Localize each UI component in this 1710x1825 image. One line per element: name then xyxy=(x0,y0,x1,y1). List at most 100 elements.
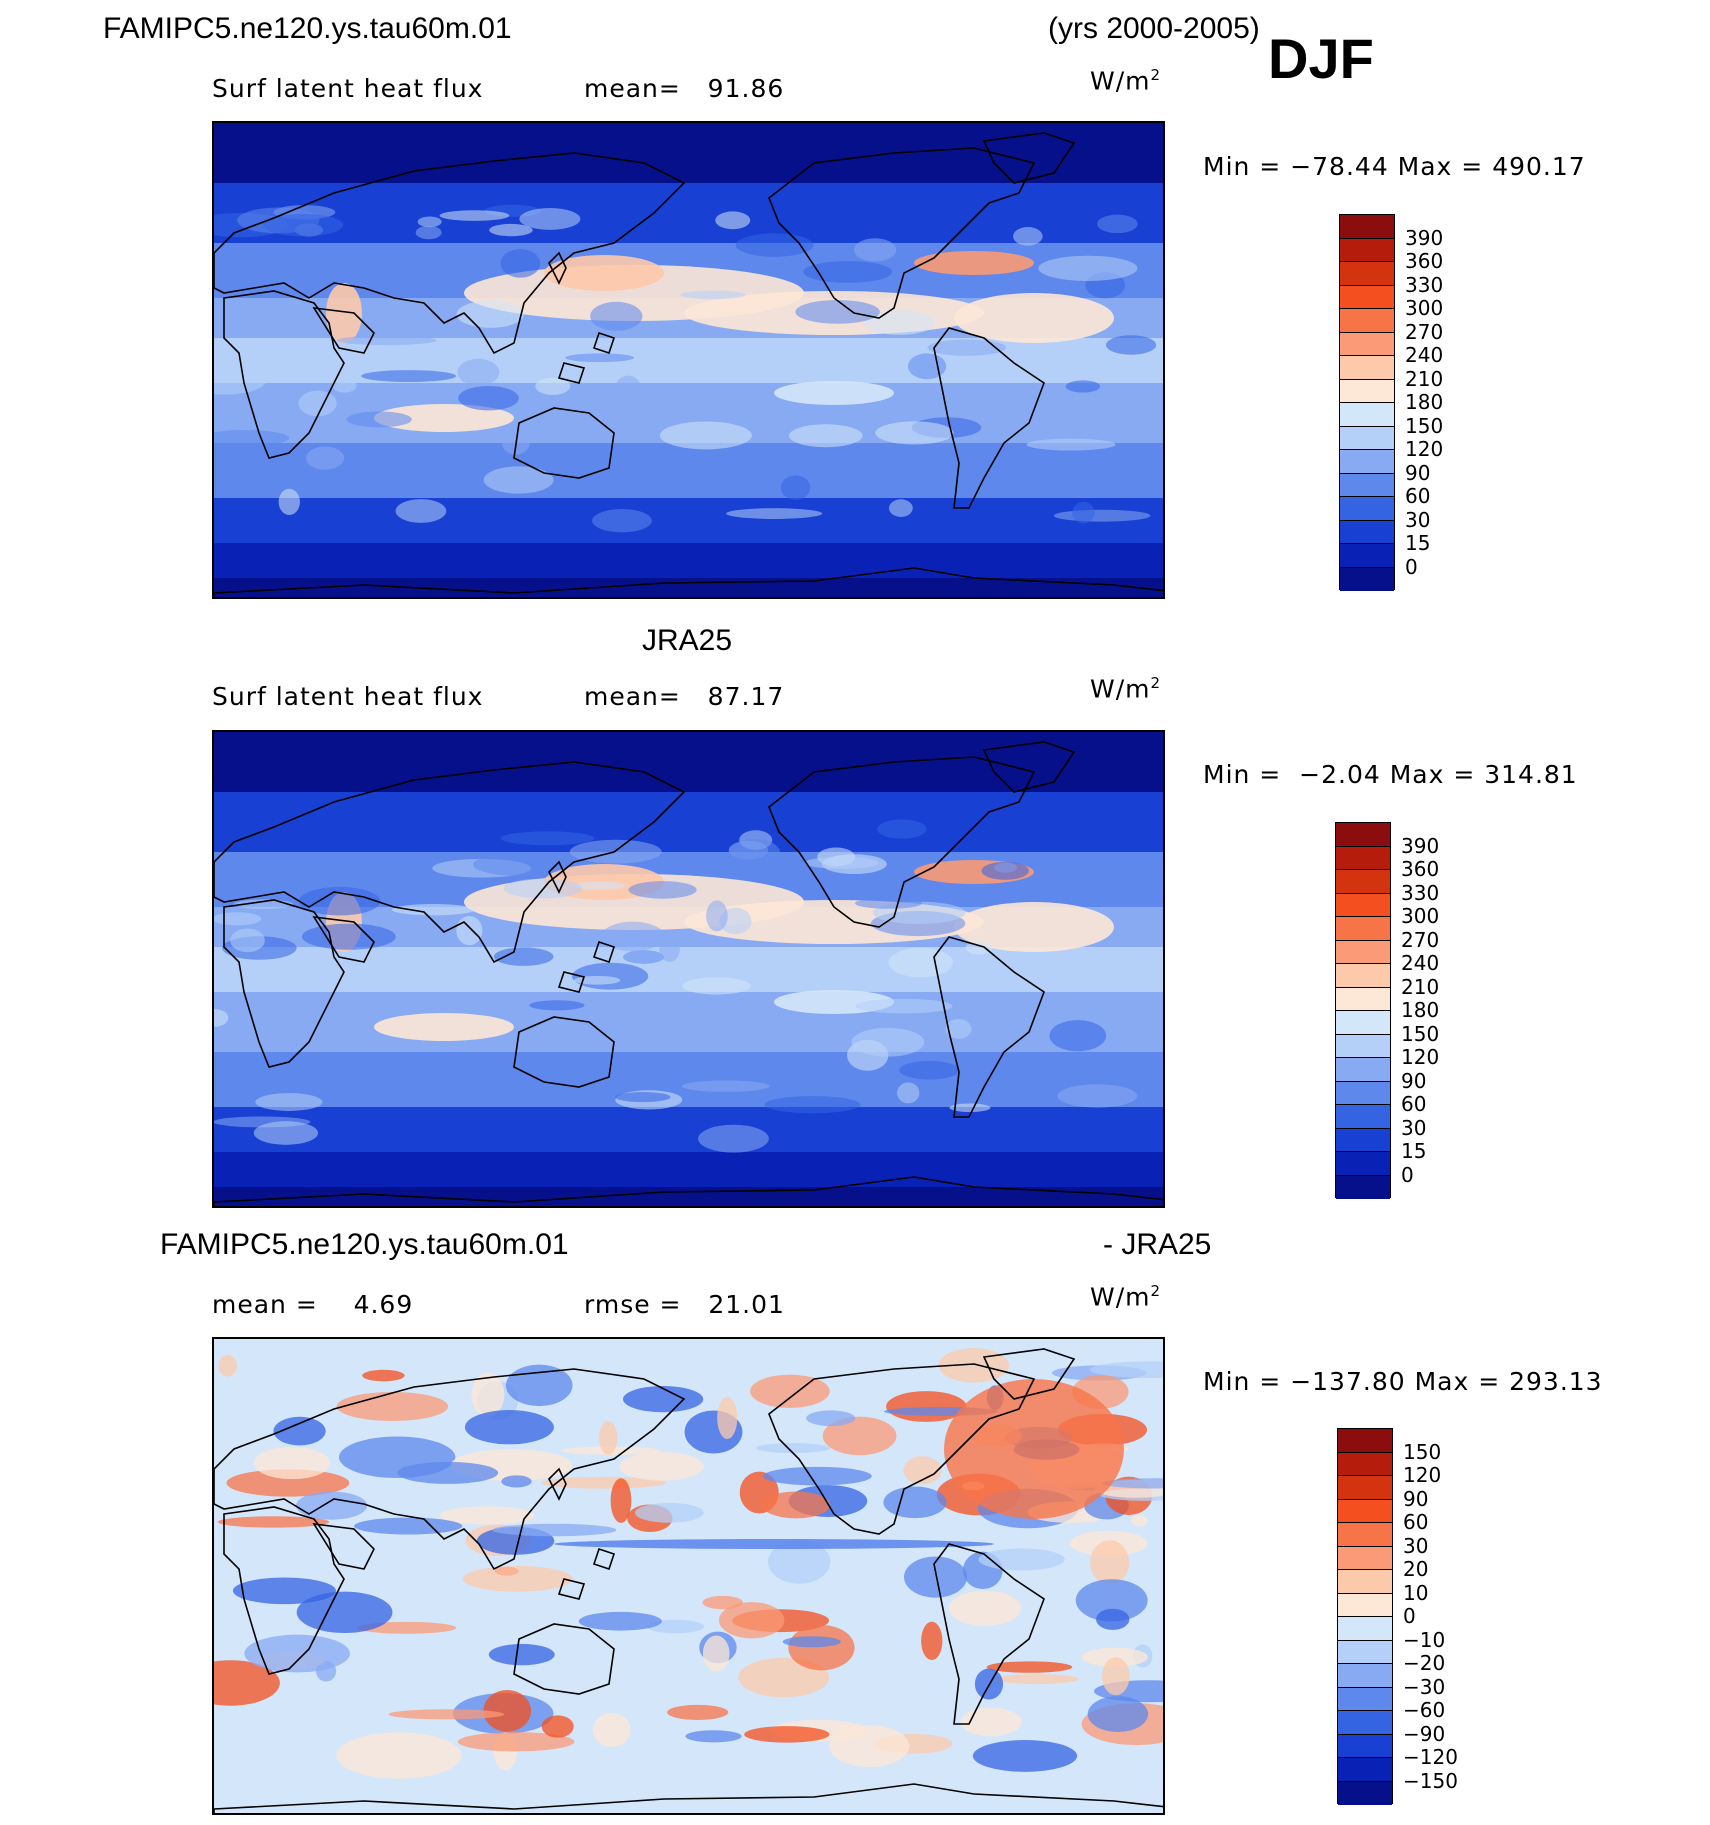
colorbar-tick-label: 390 xyxy=(1401,833,1440,858)
colorbar-tick-label: −150 xyxy=(1403,1768,1458,1793)
colorbar-tick-label: 240 xyxy=(1405,343,1444,367)
colorbar-tick-label: 120 xyxy=(1405,437,1444,461)
colorbar-swatch xyxy=(1340,356,1394,380)
panel1-mean: mean= 91.86 xyxy=(584,74,785,103)
colorbar-swatch xyxy=(1340,215,1394,239)
colorbar-swatch xyxy=(1340,450,1394,474)
colorbar-swatch xyxy=(1338,1664,1392,1688)
map-field xyxy=(214,123,1163,597)
colorbar-tick-label: 60 xyxy=(1405,484,1431,508)
panel1-variable: Surf latent heat flux xyxy=(212,74,484,103)
panel3-map xyxy=(212,1337,1165,1815)
panel2-minmax: Min = −2.04 Max = 314.81 xyxy=(1203,760,1578,789)
colorbar-tick-label: 60 xyxy=(1403,1510,1429,1534)
colorbar-swatch xyxy=(1336,1058,1390,1082)
colorbar-swatch xyxy=(1338,1617,1392,1641)
colorbar-swatch xyxy=(1336,1128,1390,1152)
colorbar-tick-label: 0 xyxy=(1401,1162,1414,1187)
colorbar-tick-label: −120 xyxy=(1403,1745,1458,1769)
colorbar-swatch xyxy=(1336,1081,1390,1105)
colorbar-swatch xyxy=(1336,940,1390,964)
colorbar-swatch xyxy=(1336,1175,1390,1199)
colorbar-tick-label: 30 xyxy=(1403,1533,1429,1558)
map-field xyxy=(214,732,1163,1206)
panel3-minmax: Min = −137.80 Max = 293.13 xyxy=(1203,1367,1603,1396)
panel2-units: W/m2 xyxy=(1090,674,1162,704)
panel1-colorbar xyxy=(1339,214,1395,591)
colorbar-tick-label: −30 xyxy=(1403,1674,1446,1699)
panel1-map xyxy=(212,121,1165,599)
colorbar-tick-label: 120 xyxy=(1401,1045,1440,1069)
case-title: FAMIPC5.ne120.ys.tau60m.01 xyxy=(103,12,512,45)
colorbar-swatch xyxy=(1336,1011,1390,1035)
colorbar-swatch xyxy=(1338,1476,1392,1500)
panel3-mean: mean = 4.69 xyxy=(212,1290,414,1319)
colorbar-swatch xyxy=(1336,1105,1390,1129)
colorbar-tick-label: 270 xyxy=(1405,319,1444,344)
panel1-units: W/m2 xyxy=(1090,66,1162,96)
colorbar-tick-label: 300 xyxy=(1405,296,1444,320)
panel2-title: JRA25 xyxy=(642,624,733,657)
colorbar-swatch xyxy=(1340,544,1394,568)
colorbar-swatch xyxy=(1340,520,1394,544)
colorbar-swatch xyxy=(1340,309,1394,333)
colorbar-swatch xyxy=(1338,1593,1392,1617)
colorbar-swatch xyxy=(1338,1570,1392,1594)
colorbar-swatch xyxy=(1338,1523,1392,1547)
colorbar-swatch xyxy=(1336,987,1390,1011)
colorbar-tick-label: 330 xyxy=(1401,880,1440,905)
panel2-map xyxy=(212,730,1165,1208)
season-label: DJF xyxy=(1268,27,1374,90)
colorbar-swatch xyxy=(1336,917,1390,941)
colorbar-tick-label: 360 xyxy=(1405,249,1444,273)
colorbar-tick-label: 0 xyxy=(1405,554,1418,579)
colorbar-swatch xyxy=(1340,332,1394,356)
colorbar-swatch xyxy=(1338,1546,1392,1570)
panel3-rmse: rmse = 21.01 xyxy=(584,1290,785,1319)
colorbar-swatch xyxy=(1336,870,1390,894)
colorbar-tick-label: 15 xyxy=(1405,531,1431,555)
colorbar-swatch xyxy=(1338,1687,1392,1711)
colorbar-tick-label: 150 xyxy=(1403,1439,1442,1464)
colorbar-swatch xyxy=(1338,1499,1392,1523)
panel3-title-right: - JRA25 xyxy=(1103,1228,1212,1261)
colorbar-swatch xyxy=(1338,1758,1392,1782)
colorbar-swatch xyxy=(1336,964,1390,988)
colorbar-swatch xyxy=(1336,1034,1390,1058)
colorbar-swatch xyxy=(1338,1640,1392,1664)
years-label: (yrs 2000-2005) xyxy=(1048,12,1260,45)
colorbar-tick-label: 360 xyxy=(1401,857,1440,881)
colorbar-swatch xyxy=(1340,285,1394,309)
colorbar-swatch xyxy=(1340,403,1394,427)
panel2-variable: Surf latent heat flux xyxy=(212,682,484,711)
panel2-mean: mean= 87.17 xyxy=(584,682,785,711)
panel2-colorbar xyxy=(1335,822,1391,1199)
colorbar-swatch xyxy=(1340,426,1394,450)
colorbar-swatch xyxy=(1338,1711,1392,1735)
colorbar-swatch xyxy=(1340,262,1394,286)
colorbar-tick-label: 120 xyxy=(1403,1463,1442,1487)
colorbar-tick-label: −10 xyxy=(1403,1627,1446,1652)
colorbar-tick-label: 30 xyxy=(1405,507,1431,532)
colorbar-tick-label: −60 xyxy=(1403,1698,1446,1722)
colorbar-swatch xyxy=(1336,1152,1390,1176)
colorbar-swatch xyxy=(1340,238,1394,262)
colorbar-tick-label: 300 xyxy=(1401,904,1440,928)
colorbar-tick-label: 90 xyxy=(1403,1486,1429,1511)
colorbar-swatch xyxy=(1340,473,1394,497)
colorbar-swatch xyxy=(1340,379,1394,403)
colorbar-tick-label: 90 xyxy=(1401,1068,1427,1093)
colorbar-swatch xyxy=(1338,1429,1392,1453)
colorbar-swatch xyxy=(1340,497,1394,521)
colorbar-swatch xyxy=(1336,823,1390,847)
colorbar-tick-label: −20 xyxy=(1403,1651,1446,1675)
colorbar-tick-label: 210 xyxy=(1401,974,1440,999)
colorbar-swatch xyxy=(1338,1734,1392,1758)
colorbar-tick-label: 15 xyxy=(1401,1139,1427,1163)
panel3-colorbar xyxy=(1337,1428,1393,1805)
colorbar-swatch xyxy=(1336,846,1390,870)
colorbar-tick-label: 20 xyxy=(1403,1557,1429,1581)
colorbar-tick-label: 180 xyxy=(1405,390,1444,414)
colorbar-swatch xyxy=(1338,1452,1392,1476)
colorbar-tick-label: 90 xyxy=(1405,460,1431,485)
